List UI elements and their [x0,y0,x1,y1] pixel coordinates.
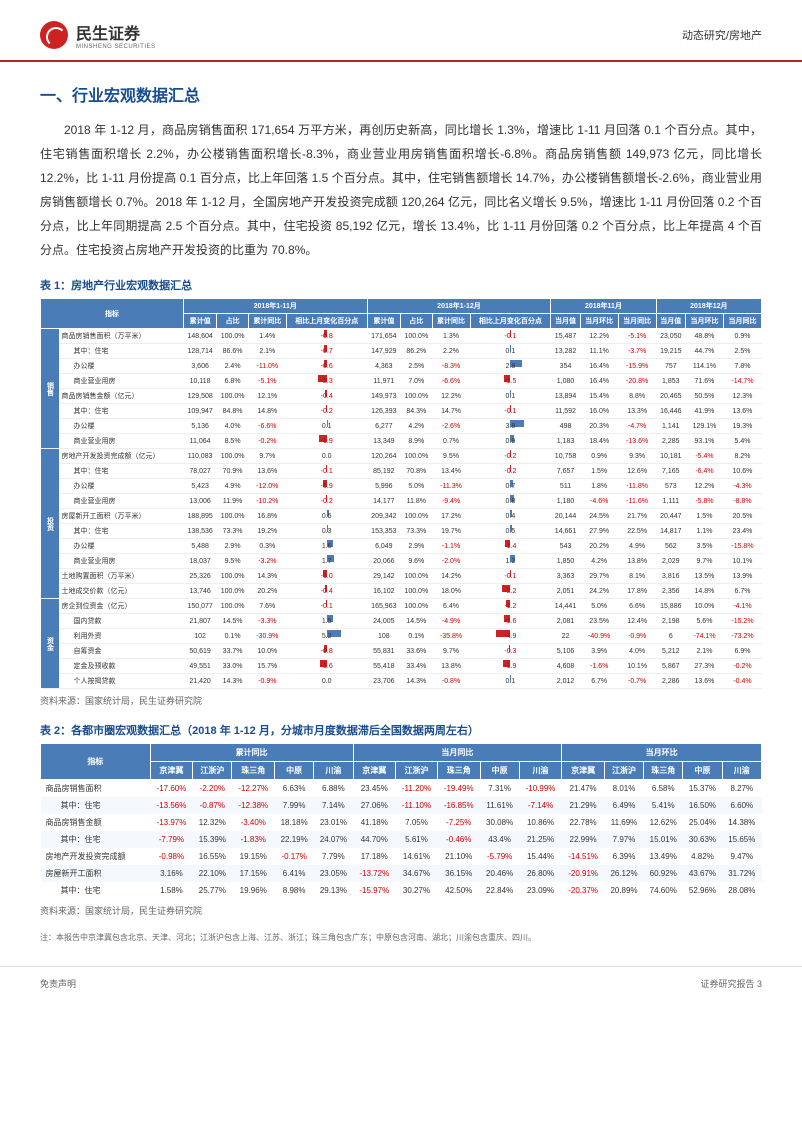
table1-source: 资料来源：国家统计局，民生证券研究院 [40,694,762,707]
logo: 民生证券 MINSHENG SECURITIES [40,20,156,50]
table2-source: 资料来源：国家统计局，民生证券研究院 [40,904,762,917]
table1: 指标2018年1-11月2018年1-12月2018年11月2018年12月累计… [40,298,762,689]
table2: 指标累计同比当月同比当月环比京津冀江浙沪珠三角中原川渝京津冀江浙沪珠三角中原川渝… [40,743,762,899]
logo-cn: 民生证券 [76,20,156,44]
table2-caption: 表 2：各都市圈宏观数据汇总（2018 年 1-12 月，分城市月度数据滞后全国… [40,722,762,738]
page-header: 民生证券 MINSHENG SECURITIES 动态研究/房地产 [0,0,802,62]
page-footer: 免责声明 证券研究报告 3 [0,966,802,1000]
logo-en: MINSHENG SECURITIES [76,44,156,50]
table2-note: 注：本报告中京津冀包含北京、天津、河北；江浙沪包含上海、江苏、浙江；珠三角包含广… [40,932,762,943]
header-category: 动态研究/房地产 [682,27,762,43]
section-body: 2018 年 1-12 月，商品房销售面积 171,654 万平方米，再创历史新… [40,118,762,262]
logo-icon [40,21,68,49]
section-title: 一、行业宏观数据汇总 [40,82,762,106]
footer-right: 证券研究报告 3 [700,977,762,990]
footer-left: 免责声明 [40,977,76,990]
table1-caption: 表 1：房地产行业宏观数据汇总 [40,277,762,293]
